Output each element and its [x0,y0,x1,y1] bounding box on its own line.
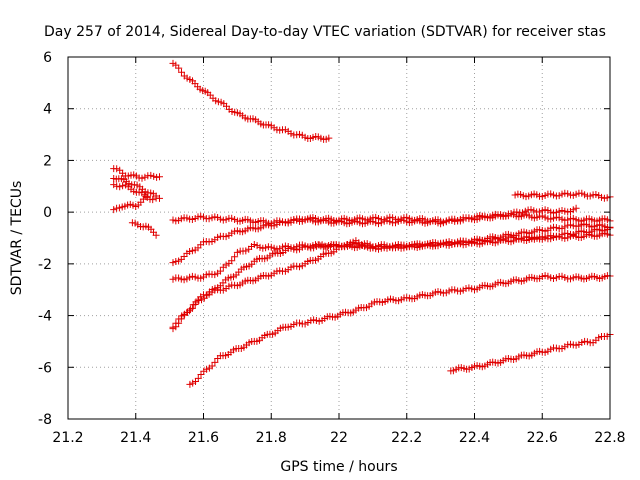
x-tick-label: 22.4 [459,430,490,446]
data-point [191,301,199,308]
data-point [216,267,224,275]
data-point [535,208,543,216]
data-point [188,304,196,312]
data-point [561,234,569,242]
y-tick-label: -4 [38,309,52,325]
data-point [451,286,459,294]
data-point [175,64,183,72]
data-point [113,165,121,173]
data-point [279,218,286,226]
series-arc-6 [128,219,160,239]
y-tick-label: 2 [43,153,52,169]
axis-ticks: 21.2 21.4 21.6 21.8 22 22.2 22.4 22.6 22.8 -8 -6 -4… [38,50,626,446]
data-point [116,183,124,191]
x-tick-label: 22.8 [594,430,625,446]
data-point [304,243,312,251]
data-point [550,275,557,282]
series-arc-11 [169,229,614,333]
x-tick-label: 22.2 [391,430,422,446]
data-point [586,192,594,200]
data-point [147,171,155,179]
data-point [194,374,202,382]
series-arc-12 [186,272,614,388]
data-point [253,242,261,250]
data-point [327,243,334,250]
data-point [451,215,459,223]
y-axis-label: SDTVAR / TECUs [9,181,25,296]
data-point [172,61,180,69]
x-tick-label: 22 [330,430,348,446]
y-tick-label: -8 [38,412,52,428]
data-point [228,257,236,265]
chart-title: Day 257 of 2014, Sidereal Day-to-day VTE… [44,24,606,40]
data-point [561,274,569,281]
data-point [572,204,580,212]
data-point [208,362,216,370]
series-arc-4 [110,181,163,204]
data-point [149,196,157,204]
data-point [550,191,557,199]
data-point [152,231,160,239]
data-point [141,173,149,181]
y-tick-label: -2 [38,257,52,273]
data-point [231,253,239,261]
x-tick-label: 21.6 [188,430,219,446]
data-point [228,214,236,222]
y-tick-label: -6 [38,360,52,376]
plot-frame [67,56,611,420]
data-point [325,134,333,142]
data-point [138,174,146,182]
data-point [377,244,385,252]
series-arc-5 [110,193,150,214]
data-point [153,173,161,181]
data-point [156,173,163,181]
series-arc-13 [511,189,614,202]
series-arc-1 [169,59,333,143]
data-point [142,193,150,201]
series-arc-2 [110,165,163,182]
data-point [178,68,185,76]
x-axis-label: GPS time / hours [280,459,397,475]
data-point [550,209,557,217]
data-points [110,59,614,388]
data-point [290,216,298,224]
data-point [550,234,557,241]
data-point [561,223,569,231]
x-tick-label: 21.4 [120,430,151,446]
data-point [116,166,124,174]
data-point [462,237,470,245]
data-point [242,247,250,255]
data-point [290,321,298,328]
data-point [175,319,183,327]
data-point [211,358,219,366]
data-point [389,214,397,222]
y-tick-label: 0 [43,205,52,221]
data-point [315,317,323,325]
data-point [205,215,213,223]
x-tick-label: 21.8 [256,430,287,446]
y-tick-label: 4 [43,102,52,118]
data-point [156,194,163,202]
x-tick-label: 21.2 [52,430,83,446]
data-point [177,315,185,323]
y-tick-label: 6 [43,50,52,66]
data-point [439,240,447,248]
series-arc-8 [169,204,580,267]
data-point [119,182,127,190]
x-tick-label: 22.6 [527,430,558,446]
series-arc-7 [169,210,614,228]
data-point [110,206,118,214]
data-point [513,208,521,216]
series-arc-14 [447,331,614,375]
data-point [110,181,118,189]
